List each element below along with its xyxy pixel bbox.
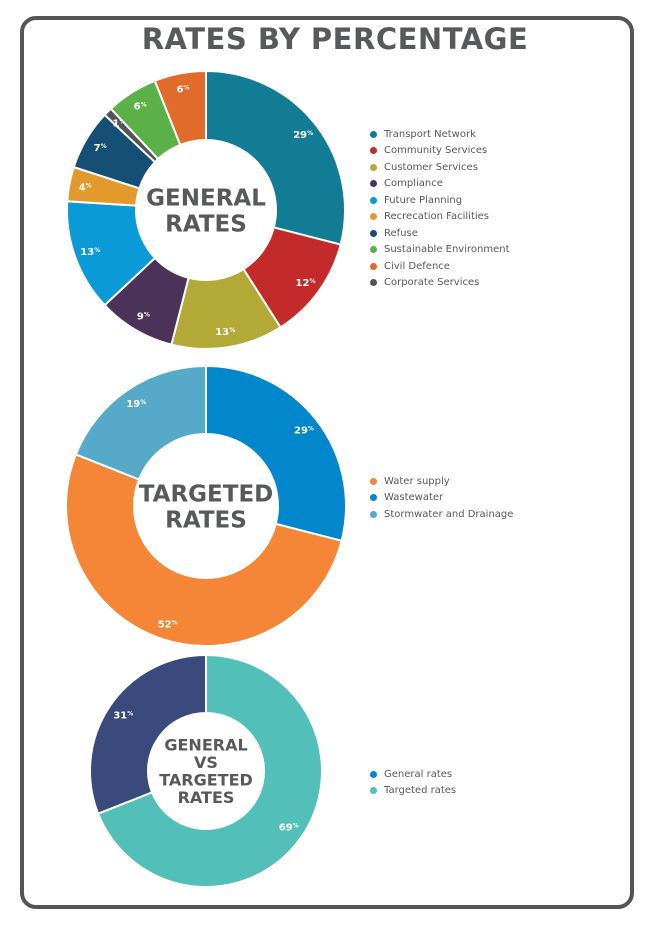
center-label-line: RATES [165, 211, 247, 237]
legend-label: Refuse [384, 227, 418, 239]
page-frame [20, 16, 634, 909]
value-label-wastewater: 29% [294, 425, 314, 436]
legend-swatch [370, 510, 377, 518]
slice-civil-defence [153, 69, 207, 147]
center-label-line: GENERAL [164, 736, 247, 755]
legend-targeted-rates: Water supply Wastewater Stormwater and Dra… [370, 473, 513, 523]
legend-label: Sustainable Environment [384, 244, 510, 256]
legend-swatch [370, 787, 377, 795]
legend-item-refuse: Refuse [370, 225, 510, 242]
value-label-refuse: 7% [94, 143, 107, 154]
center-label-line: RATES [178, 788, 235, 807]
legend-swatch [370, 180, 377, 188]
value-label-community-services: 12% [296, 278, 316, 289]
slice-wastewater [205, 364, 347, 543]
legend-swatch [370, 246, 377, 254]
center-label-line: TARGETED [159, 771, 253, 790]
legend-swatch [370, 770, 377, 778]
legend-swatch [370, 163, 377, 171]
value-label-civil-defence: 6% [176, 85, 189, 96]
legend-item-water-supply: Water supply [370, 473, 513, 490]
center-label-line: TARGETED [139, 481, 274, 507]
legend-item-targeted-rates: Targeted rates [370, 783, 456, 800]
value-label-future-planning: 13% [80, 247, 100, 258]
legend-item-general-rates: General rates [370, 766, 456, 783]
value-label-compliance: 9% [137, 311, 150, 322]
center-label-line: VS [194, 753, 218, 772]
slice-transport-network [205, 69, 346, 246]
legend-item-corporate-services: Corporate Services [370, 275, 510, 292]
legend-swatch [370, 279, 377, 287]
value-label-stormwater-and-drainage: 19% [126, 399, 146, 410]
center-label-line: GENERAL [146, 185, 266, 211]
value-label-sustainable-environment: 6% [134, 102, 147, 113]
legend-general-vs-targeted: General rates Targeted rates [370, 766, 456, 799]
legend-general-rates: Transport Network Community Services Custo… [370, 126, 510, 291]
legend-item-future-planning: Future Planning [370, 192, 510, 209]
legend-swatch [370, 196, 377, 204]
legend-item-sustainable-environment: Sustainable Environment [370, 242, 510, 259]
value-label-water-supply: 52% [158, 619, 178, 630]
legend-label: Wastewater [384, 492, 444, 504]
legend-swatch [370, 494, 377, 502]
legend-swatch [370, 262, 377, 270]
slice-stormwater-and-drainage [74, 364, 207, 481]
slice-targeted-rates [96, 653, 323, 888]
value-label-targeted-rates: 69% [279, 823, 299, 834]
legend-item-civil-defence: Civil Defence [370, 258, 510, 275]
legend-swatch [370, 213, 377, 221]
legend-item-recrecation-facilities: Recrecation Facilities [370, 209, 510, 226]
value-label-general-rates: 31% [113, 710, 133, 721]
legend-swatch [370, 477, 377, 485]
legend-label: Corporate Services [384, 277, 480, 289]
value-label-transport-network: 29% [293, 130, 313, 141]
legend-swatch [370, 229, 377, 237]
legend-label: Future Planning [384, 194, 463, 206]
legend-label: Water supply [384, 475, 450, 487]
page-title: RATES BY PERCENTAGE [141, 22, 529, 56]
legend-label: Targeted rates [384, 785, 457, 797]
legend-item-community-services: Community Services [370, 143, 510, 160]
legend-item-wastewater: Wastewater [370, 490, 513, 507]
legend-item-customer-services: Customer Services [370, 159, 510, 176]
value-label-customer-services: 13% [215, 327, 235, 338]
legend-swatch [370, 130, 377, 138]
center-label-line: RATES [165, 507, 247, 533]
legend-label: Stormwater and Drainage [384, 508, 514, 520]
legend-item-transport-network: Transport Network [370, 126, 510, 143]
legend-label: Recrecation Facilities [384, 211, 490, 223]
legend-item-compliance: Compliance [370, 176, 510, 193]
legend-swatch [370, 147, 377, 155]
legend-label: Customer Services [384, 161, 478, 173]
slice-general-rates [89, 653, 207, 816]
slice-water-supply [65, 453, 343, 647]
legend-item-stormwater-and-drainage: Stormwater and Drainage [370, 506, 513, 523]
legend-label: Transport Network [384, 128, 476, 140]
legend-label: Civil Defence [384, 260, 450, 272]
value-label-recrecation-facilities: 4% [79, 182, 92, 193]
legend-label: General rates [384, 768, 453, 780]
legend-label: Compliance [384, 178, 443, 190]
legend-label: Community Services [384, 145, 488, 157]
